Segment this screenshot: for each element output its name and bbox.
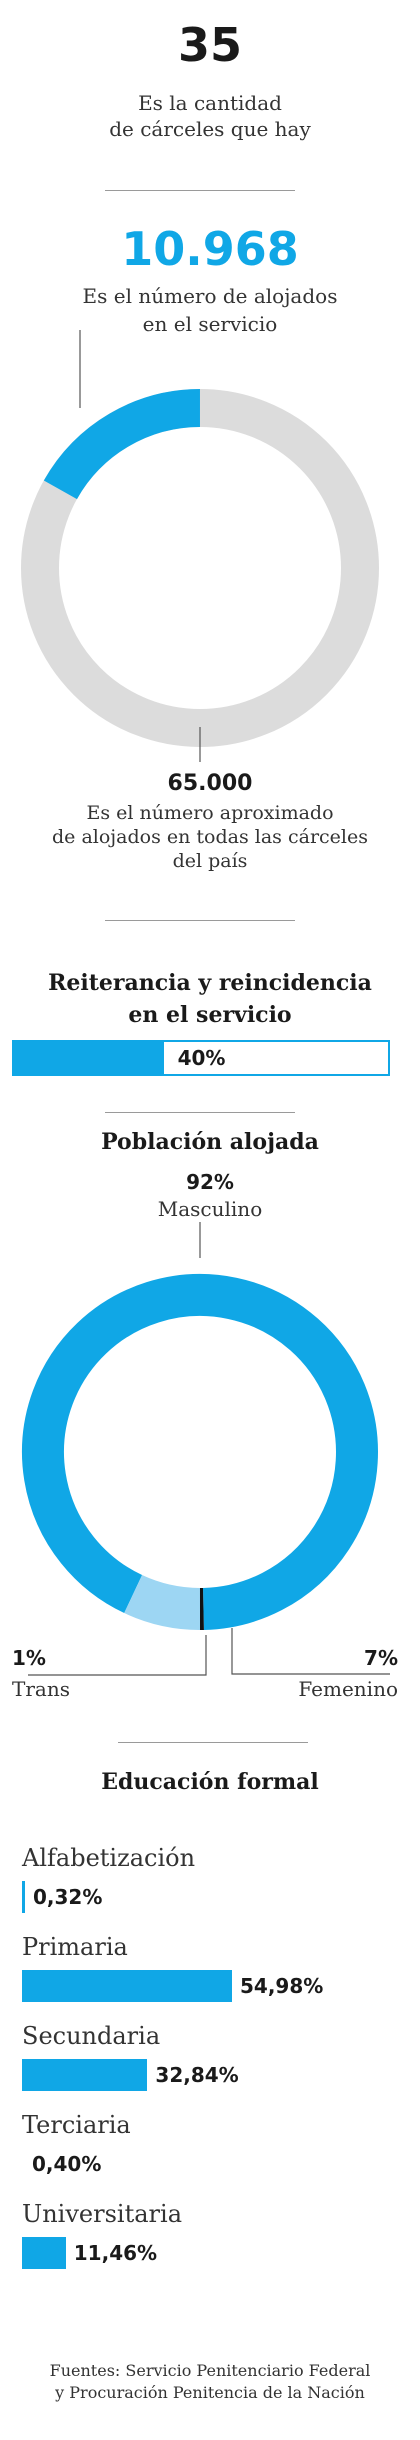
male-label: Masculino bbox=[157, 1197, 263, 1221]
trans-percent: 1% bbox=[12, 1646, 46, 1670]
recidivism-bar-track: 40% bbox=[12, 1040, 390, 1076]
female-leader-line bbox=[231, 1628, 390, 1675]
inmates-ring-segment bbox=[43, 389, 201, 500]
education-title: Educación formal bbox=[101, 1769, 319, 1795]
education-value-label: 0,32% bbox=[33, 1885, 103, 1909]
education-category-label: Secundaria bbox=[22, 2022, 161, 2050]
education-value-label: 54,98% bbox=[240, 1974, 324, 1998]
trans-leader-line bbox=[28, 1635, 207, 1676]
sources-line2: y Procuración Penitencia de la Nación bbox=[55, 2383, 365, 2402]
trans-label: Trans bbox=[12, 1677, 70, 1701]
prisons-caption-line1: Es la cantidad bbox=[138, 91, 282, 115]
prisons-number: 35 bbox=[177, 18, 242, 72]
inmates-donut-chart bbox=[21, 330, 379, 762]
national-caption-line2: de alojados en todas las cárceles bbox=[52, 826, 368, 848]
education-value-label: 0,40% bbox=[32, 2152, 102, 2176]
inmates-caption-line1: Es el número de alojados bbox=[82, 284, 338, 308]
education-value-label: 32,84% bbox=[155, 2063, 239, 2087]
divider bbox=[105, 1112, 295, 1113]
divider bbox=[105, 190, 295, 191]
female-ring-segment bbox=[124, 1574, 201, 1630]
population-title: Población alojada bbox=[101, 1129, 319, 1155]
male-percent: 92% bbox=[186, 1170, 234, 1194]
education-value-label: 11,46% bbox=[73, 2241, 158, 2265]
education-bar bbox=[22, 1970, 232, 2002]
education-category-label: Terciaria bbox=[22, 2111, 131, 2139]
recidivism-bar-fill bbox=[14, 1042, 164, 1074]
female-label: Femenino bbox=[298, 1677, 398, 1701]
recidivism-value-label: 40% bbox=[177, 1046, 226, 1070]
population-donut-chart bbox=[21, 1222, 390, 1676]
education-category-label: Universitaria bbox=[22, 2200, 182, 2228]
education-category-label: Primaria bbox=[22, 1933, 128, 1961]
recidivism-title-line2: en el servicio bbox=[128, 1002, 292, 1028]
sources-line1: Fuentes: Servicio Penitenciario Federal bbox=[49, 2361, 371, 2380]
male-ring-segment bbox=[21, 1274, 378, 1630]
national-number: 65.000 bbox=[167, 771, 253, 796]
divider bbox=[105, 920, 295, 921]
education-category-label: Alfabetización bbox=[22, 1844, 196, 1872]
inmates-caption-line2: en el servicio bbox=[142, 312, 278, 336]
divider bbox=[118, 1742, 308, 1743]
inmates-number: 10.968 bbox=[121, 222, 299, 276]
recidivism-title-line1: Reiterancia y reincidencia bbox=[48, 970, 372, 996]
education-bar bbox=[22, 2059, 148, 2091]
prisons-caption-line2: de cárceles que hay bbox=[109, 117, 311, 141]
education-bar bbox=[22, 1881, 25, 1913]
national-caption-line1: Es el número aproximado bbox=[86, 802, 334, 824]
national-caption-line3: del país bbox=[172, 850, 248, 872]
female-percent: 7% bbox=[364, 1646, 398, 1670]
education-bar bbox=[22, 2237, 66, 2269]
